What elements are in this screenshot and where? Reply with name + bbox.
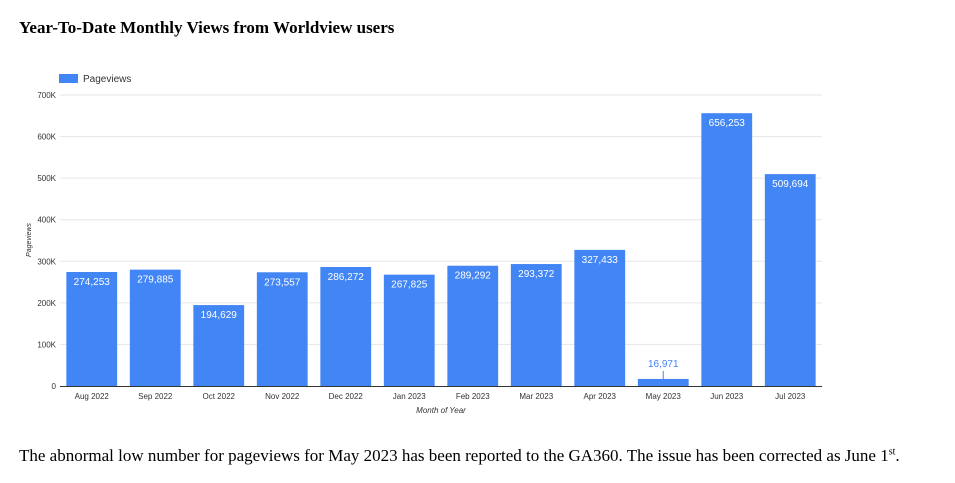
x-tick-label: Aug 2022 bbox=[75, 392, 110, 401]
bar bbox=[764, 174, 816, 386]
grid-lines bbox=[60, 94, 822, 345]
x-axis-title: Month of Year bbox=[416, 406, 466, 415]
y-tick-label: 600K bbox=[37, 133, 56, 142]
x-axis-tick-labels: Aug 2022 Sep 2022 Oct 2022 Nov 2022 Dec 2022… bbox=[75, 392, 806, 401]
bar bbox=[637, 378, 689, 386]
x-tick-label: Nov 2022 bbox=[265, 392, 300, 401]
bar-value-label: 286,272 bbox=[328, 272, 365, 283]
bar-value-label: 16,971 bbox=[648, 359, 679, 370]
legend-swatch bbox=[59, 74, 78, 83]
legend: Pageviews bbox=[59, 74, 131, 85]
bar-value-label: 273,557 bbox=[264, 277, 301, 288]
x-tick-label: Apr 2023 bbox=[584, 392, 617, 401]
x-tick-label: Jun 2023 bbox=[710, 392, 743, 401]
y-axis-title: Pageviews bbox=[26, 223, 33, 257]
caption-end: . bbox=[895, 446, 900, 465]
y-axis-tick-labels: 0 100K 200K 300K 400K 500K 600K 700K bbox=[37, 91, 56, 391]
bar bbox=[320, 266, 372, 386]
page-title: Year-To-Date Monthly Views from Worldvie… bbox=[19, 18, 395, 37]
caption-text: The abnormal low number for pageviews fo… bbox=[19, 446, 889, 465]
bar-value-label: 289,292 bbox=[455, 271, 492, 282]
bar bbox=[574, 249, 626, 386]
bar-value-label: 327,433 bbox=[582, 255, 619, 266]
legend-label-pageviews: Pageviews bbox=[83, 74, 131, 85]
y-tick-label: 700K bbox=[37, 91, 56, 100]
bar-value-label: 279,885 bbox=[137, 275, 174, 286]
bar-value-label: 267,825 bbox=[391, 280, 428, 291]
bar-value-label: 656,253 bbox=[709, 118, 746, 129]
bar-value-label: 509,694 bbox=[772, 179, 809, 190]
y-tick-label: 200K bbox=[37, 299, 56, 308]
bar bbox=[510, 264, 562, 386]
bar bbox=[193, 305, 245, 386]
bar-value-label: 274,253 bbox=[74, 277, 111, 288]
x-tick-label: Jan 2023 bbox=[393, 392, 426, 401]
bar-value-label: 194,629 bbox=[201, 310, 238, 321]
y-tick-label: 100K bbox=[37, 340, 56, 349]
x-tick-label: Mar 2023 bbox=[519, 392, 553, 401]
y-tick-label: 400K bbox=[37, 216, 56, 225]
y-tick-label: 0 bbox=[52, 382, 57, 391]
bar bbox=[447, 265, 499, 386]
bar-value-label: 293,372 bbox=[518, 269, 555, 280]
bar bbox=[701, 113, 753, 387]
bar-value-labels: 274,253 279,885 194,629 273,557 286,272 267,8… bbox=[74, 118, 809, 379]
bar bbox=[66, 271, 118, 386]
bars bbox=[66, 113, 816, 387]
x-tick-label: Feb 2023 bbox=[456, 392, 490, 401]
caption-superscript: st bbox=[888, 446, 896, 458]
footnote-caption: The abnormal low number for pageviews fo… bbox=[19, 446, 900, 466]
x-tick-label: Jul 2023 bbox=[775, 392, 806, 401]
y-tick-label: 300K bbox=[37, 257, 56, 266]
x-tick-label: Sep 2022 bbox=[138, 392, 173, 401]
y-tick-label: 500K bbox=[37, 174, 56, 183]
bar bbox=[256, 272, 308, 386]
x-tick-label: Dec 2022 bbox=[329, 392, 364, 401]
x-tick-label: May 2023 bbox=[646, 392, 682, 401]
bar bbox=[129, 269, 181, 386]
x-tick-label: Oct 2022 bbox=[203, 392, 236, 401]
bar bbox=[383, 274, 435, 386]
